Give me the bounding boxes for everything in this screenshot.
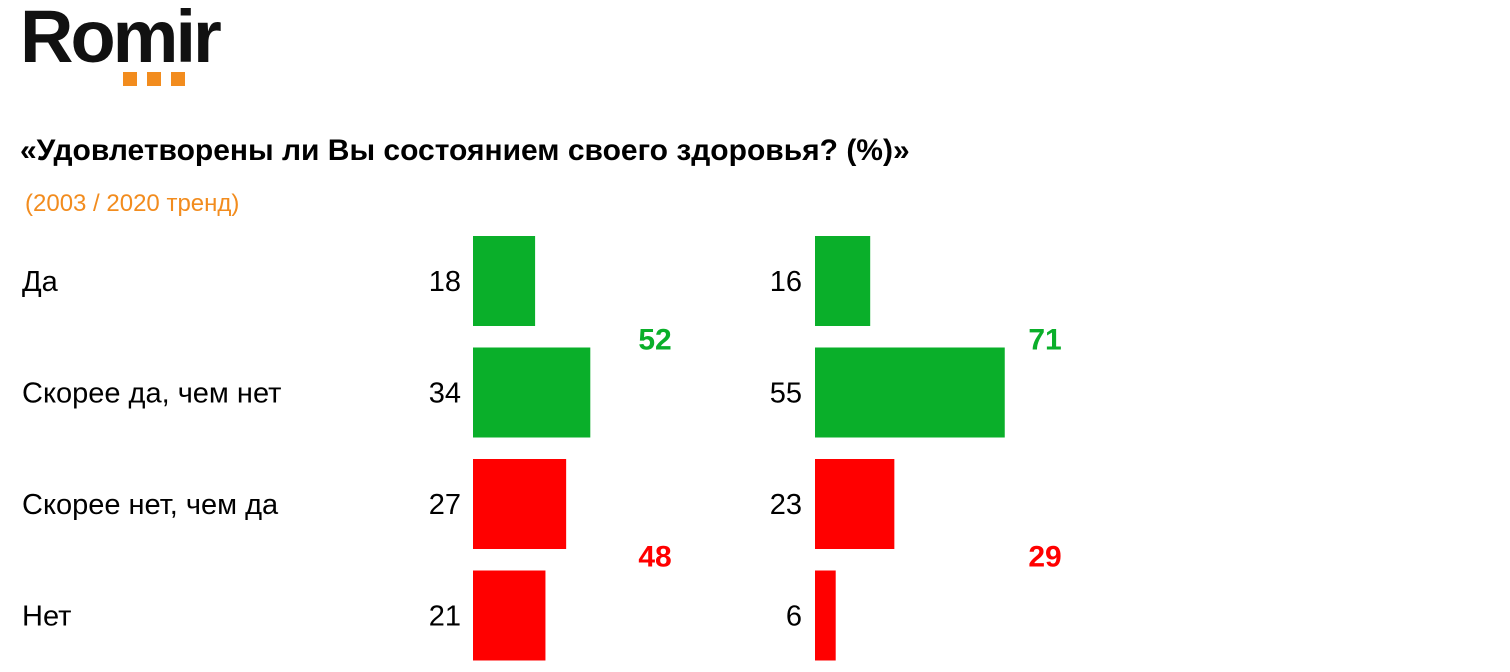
bar xyxy=(815,570,836,661)
chart-title: «Удовлетворены ли Вы состоянием своего з… xyxy=(20,134,910,167)
bar xyxy=(473,570,546,661)
value-label: 16 xyxy=(770,266,802,298)
bar xyxy=(815,347,1005,438)
positive-total-label: 71 xyxy=(1028,324,1061,357)
value-label: 34 xyxy=(429,378,461,410)
logo-dots xyxy=(123,72,185,86)
negative-total-label: 29 xyxy=(1028,541,1061,574)
category-label: Нет xyxy=(22,601,71,633)
bar xyxy=(815,459,895,549)
logo-dot xyxy=(147,72,161,86)
logo-dot xyxy=(171,72,185,86)
value-label: 6 xyxy=(786,601,802,633)
bar xyxy=(473,347,591,438)
bar xyxy=(473,236,536,326)
value-label: 55 xyxy=(770,378,802,410)
value-label: 18 xyxy=(429,266,461,298)
value-label: 27 xyxy=(429,489,461,521)
category-label: Скорее да, чем нет xyxy=(22,378,281,410)
positive-total-label: 52 xyxy=(638,324,671,357)
value-label: 21 xyxy=(429,601,461,633)
romir-logo: Romir xyxy=(20,0,260,95)
bar xyxy=(473,459,567,549)
bar xyxy=(815,236,871,326)
category-label: Скорее нет, чем да xyxy=(22,489,279,521)
negative-total-label: 48 xyxy=(638,541,671,574)
chart-subtitle: (2003 / 2020 тренд) xyxy=(25,190,240,217)
logo-wordmark: Romir xyxy=(20,0,222,78)
category-label: Да xyxy=(22,266,59,298)
logo-dot xyxy=(123,72,137,86)
value-label: 23 xyxy=(770,489,802,521)
